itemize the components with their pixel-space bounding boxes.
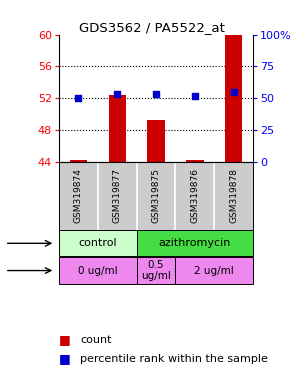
Text: control: control bbox=[78, 238, 117, 248]
Point bbox=[154, 91, 158, 98]
Text: GSM319878: GSM319878 bbox=[229, 168, 238, 223]
Text: 0.5
ug/ml: 0.5 ug/ml bbox=[141, 260, 171, 281]
Bar bbox=[186, 161, 204, 162]
Bar bbox=[70, 161, 87, 162]
Bar bbox=[137, 258, 175, 284]
Text: GSM319875: GSM319875 bbox=[152, 168, 161, 223]
Bar bbox=[59, 258, 137, 284]
Bar bbox=[137, 230, 253, 257]
Bar bbox=[147, 120, 165, 162]
Point bbox=[76, 95, 81, 101]
Point bbox=[231, 89, 236, 96]
Bar bbox=[108, 95, 126, 162]
Text: count: count bbox=[80, 335, 112, 345]
Text: 0 ug/ml: 0 ug/ml bbox=[78, 266, 118, 276]
Text: GSM319876: GSM319876 bbox=[190, 168, 199, 223]
Text: ■: ■ bbox=[59, 333, 71, 346]
Bar bbox=[225, 35, 242, 162]
Point bbox=[115, 91, 120, 97]
Bar bbox=[59, 230, 137, 257]
Text: GSM319874: GSM319874 bbox=[74, 168, 83, 223]
Text: GSM319877: GSM319877 bbox=[113, 168, 122, 223]
Text: percentile rank within the sample: percentile rank within the sample bbox=[80, 354, 268, 364]
Text: azithromycin: azithromycin bbox=[159, 238, 231, 248]
Bar bbox=[175, 258, 253, 284]
Text: GDS3562 / PA5522_at: GDS3562 / PA5522_at bbox=[78, 21, 225, 34]
Point bbox=[192, 93, 197, 99]
Text: 2 ug/ml: 2 ug/ml bbox=[194, 266, 234, 276]
Text: ■: ■ bbox=[59, 353, 71, 366]
